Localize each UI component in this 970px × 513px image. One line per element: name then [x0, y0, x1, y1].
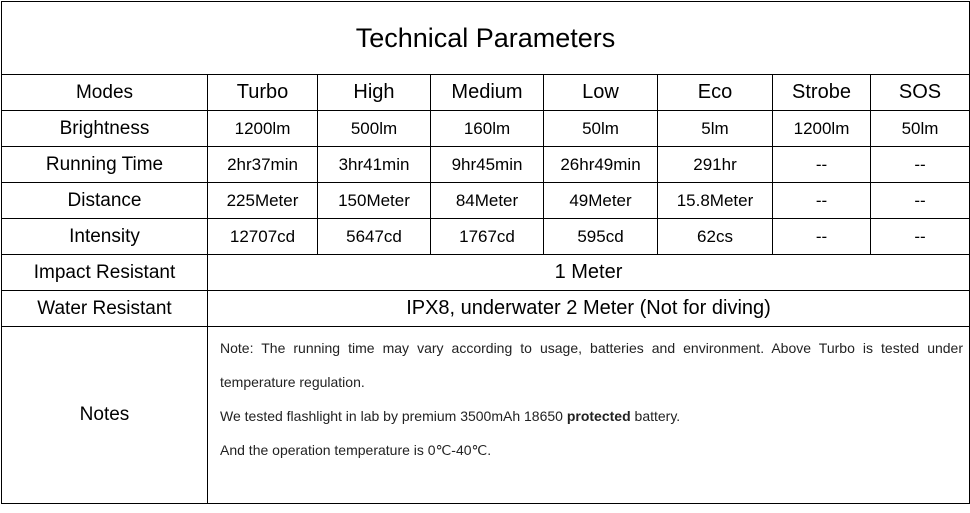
cell: --: [870, 182, 970, 219]
notes-body: Note: The running time may vary accordin…: [207, 326, 970, 504]
mode-header: Strobe: [772, 74, 871, 111]
merged-row: Water Resistant IPX8, underwater 2 Meter …: [1, 290, 970, 327]
note-line: We tested flashlight in lab by premium 3…: [220, 399, 963, 433]
cell: 160lm: [430, 110, 544, 147]
row-label: Running Time: [1, 146, 208, 183]
row-label: Water Resistant: [1, 290, 208, 327]
notes-label: Notes: [1, 326, 208, 504]
cell: --: [772, 182, 871, 219]
cell: 500lm: [317, 110, 431, 147]
row-label: Modes: [1, 74, 208, 111]
cell: --: [772, 146, 871, 183]
mode-header: Medium: [430, 74, 544, 111]
cell: 3hr41min: [317, 146, 431, 183]
note-line: And the operation temperature is 0℃-40℃.: [220, 442, 492, 458]
cell: 5lm: [657, 110, 773, 147]
cell: 150Meter: [317, 182, 431, 219]
cell: 12707cd: [207, 218, 318, 255]
cell: 62cs: [657, 218, 773, 255]
mode-header: High: [317, 74, 431, 111]
mode-header: Low: [543, 74, 658, 111]
cell: 291hr: [657, 146, 773, 183]
cell: 2hr37min: [207, 146, 318, 183]
mode-header: SOS: [870, 74, 970, 111]
data-row: Distance 225Meter 150Meter 84Meter 49Meter 15…: [1, 182, 970, 219]
note-text: protected: [566, 408, 631, 424]
cell: 225Meter: [207, 182, 318, 219]
cell: 1200lm: [207, 110, 318, 147]
cell: 84Meter: [430, 182, 544, 219]
header-row: Modes Turbo High Medium Low Eco Strobe SOS: [1, 74, 970, 111]
note-text: battery.: [634, 408, 681, 424]
mode-header: Turbo: [207, 74, 318, 111]
cell: 1767cd: [430, 218, 544, 255]
row-label: Brightness: [1, 110, 208, 147]
data-row: Intensity 12707cd 5647cd 1767cd 595cd 62cs -- -…: [1, 218, 970, 255]
cell: 50lm: [870, 110, 970, 147]
notes-row: Notes Note: The running time may vary acc…: [1, 326, 970, 504]
note-text: We tested flashlight in lab by premium 3…: [220, 408, 563, 424]
cell: 5647cd: [317, 218, 431, 255]
cell: --: [870, 146, 970, 183]
note-line: Note: The running time may vary accordin…: [220, 340, 963, 390]
cell: 49Meter: [543, 182, 658, 219]
merged-cell: IPX8, underwater 2 Meter (Not for diving…: [207, 290, 970, 327]
table-title: Technical Parameters: [1, 1, 970, 75]
data-row: Brightness 1200lm 500lm 160lm 50lm 5lm 1200lm 5…: [1, 110, 970, 147]
cell: 1200lm: [772, 110, 871, 147]
mode-header: Eco: [657, 74, 773, 111]
cell: 15.8Meter: [657, 182, 773, 219]
row-label: Impact Resistant: [1, 254, 208, 291]
merged-row: Impact Resistant 1 Meter: [1, 254, 970, 291]
merged-cell: 1 Meter: [207, 254, 970, 291]
row-label: Intensity: [1, 218, 208, 255]
row-label: Distance: [1, 182, 208, 219]
cell: --: [870, 218, 970, 255]
cell: --: [772, 218, 871, 255]
spec-table: Technical Parameters Modes Turbo High Mediu…: [1, 1, 970, 504]
cell: 9hr45min: [430, 146, 544, 183]
cell: 50lm: [543, 110, 658, 147]
cell: 595cd: [543, 218, 658, 255]
data-row: Running Time 2hr37min 3hr41min 9hr45min 26hr…: [1, 146, 970, 183]
cell: 26hr49min: [543, 146, 658, 183]
